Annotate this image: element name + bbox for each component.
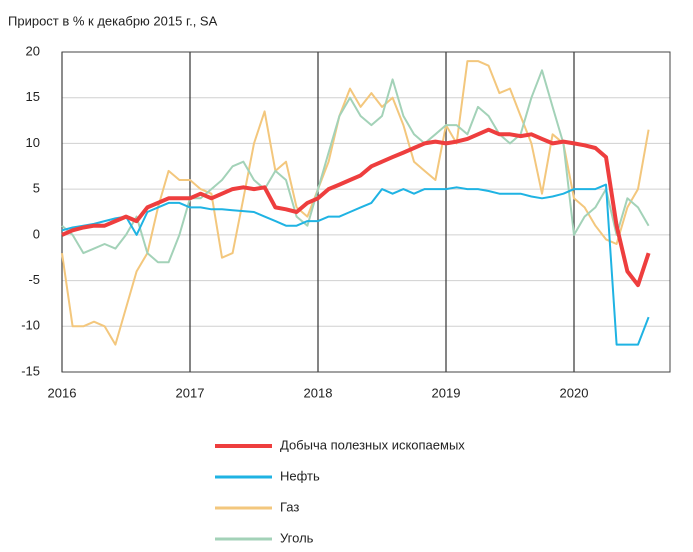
y-tick-label: -10 — [21, 318, 40, 333]
y-tick-label: -5 — [28, 272, 40, 287]
series-line — [61, 60, 650, 346]
series-line — [61, 127, 651, 288]
series-line — [61, 69, 650, 264]
legend-label: Добыча полезных ископаемых — [280, 437, 465, 452]
plot-frame — [61, 51, 671, 373]
y-tick-label: 0 — [33, 226, 40, 241]
legend-label: Нефть — [280, 468, 320, 483]
y-tick-label: 5 — [33, 181, 40, 196]
chart-title: Прирост в % к декабрю 2015 г., SA — [8, 13, 218, 28]
x-tick-label: 2018 — [304, 385, 333, 400]
y-tick-label: -15 — [21, 363, 40, 378]
legend-label: Уголь — [280, 530, 314, 545]
x-tick-label: 2017 — [176, 385, 205, 400]
y-tick-label: 20 — [26, 43, 40, 58]
legend-label: Газ — [280, 499, 299, 514]
x-tick-label: 2016 — [48, 385, 77, 400]
series-line — [61, 183, 650, 346]
x-tick-label: 2020 — [560, 385, 589, 400]
y-tick-label: 15 — [26, 89, 40, 104]
y-tick-label: 10 — [26, 135, 40, 150]
x-tick-label: 2019 — [432, 385, 461, 400]
